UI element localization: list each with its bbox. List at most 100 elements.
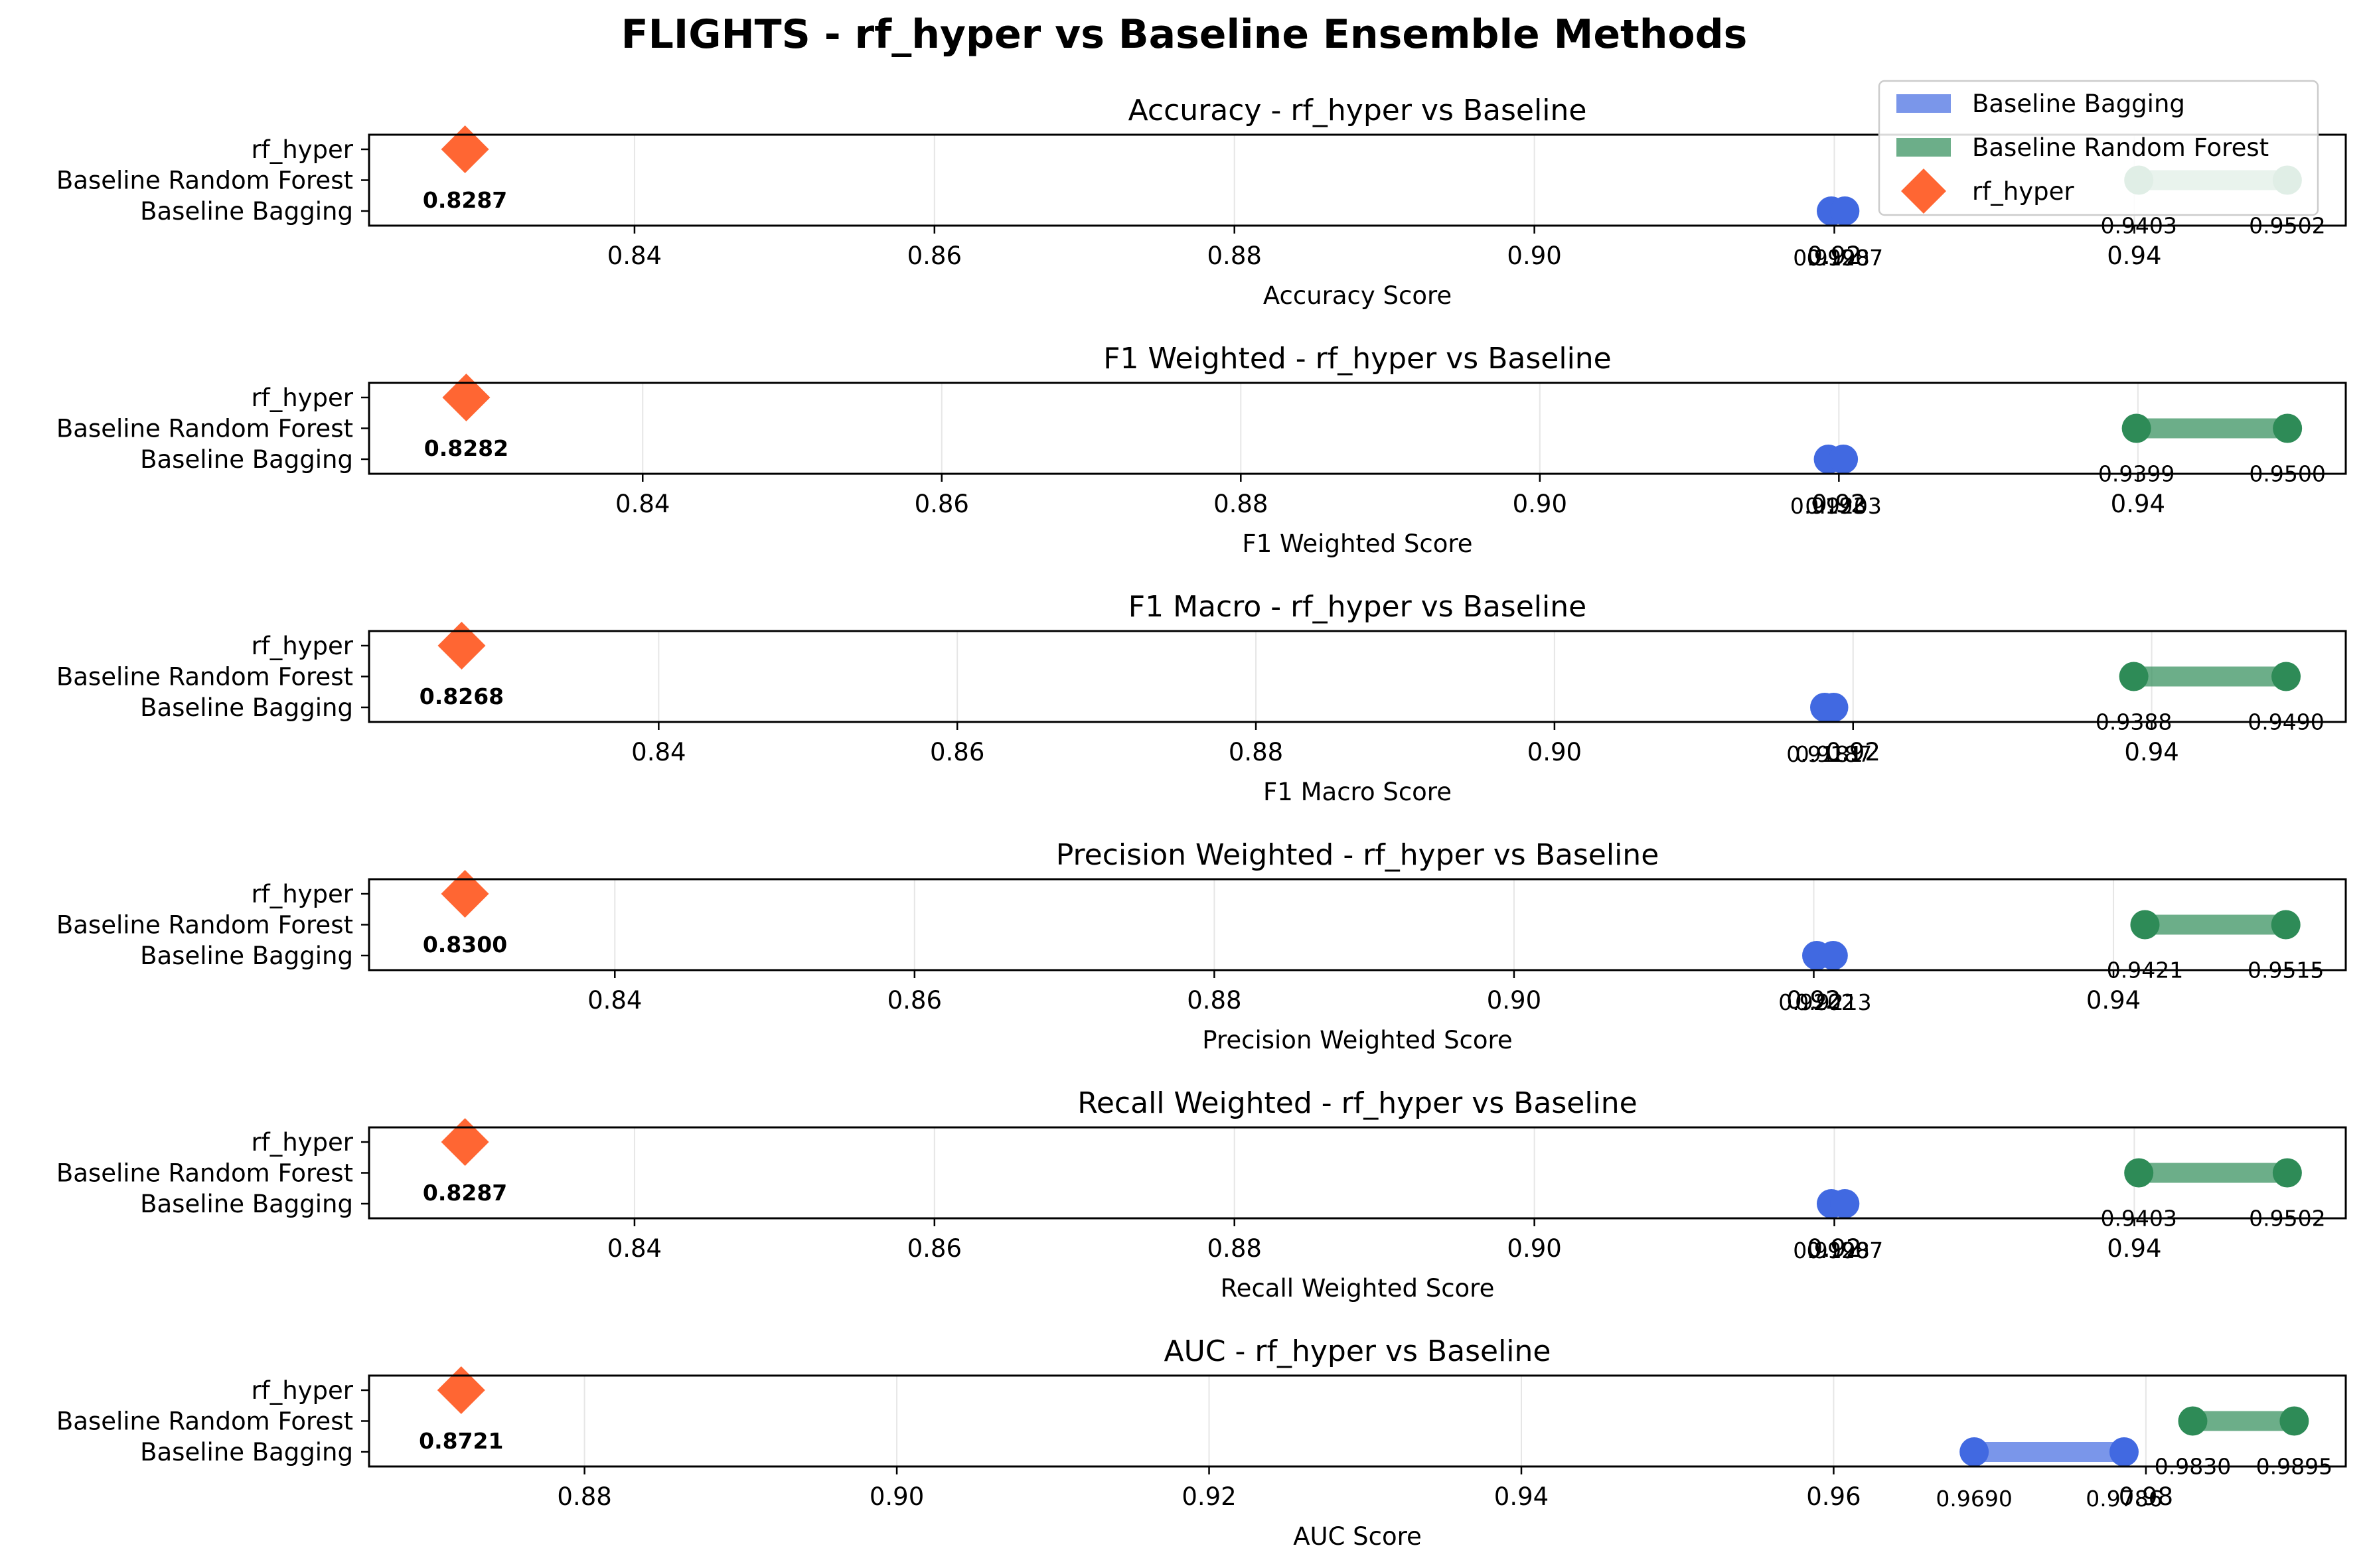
data-label: 0.9181: [1786, 741, 1863, 767]
x-tick-label: 0.86: [930, 738, 984, 766]
x-tick-label: 0.88: [1207, 242, 1262, 270]
subplot-title: F1 Macro - rf_hyper vs Baseline: [1128, 590, 1586, 624]
x-tick-label: 0.90: [1527, 738, 1582, 766]
x-tick-label: 0.86: [887, 986, 942, 1015]
rf-hyper-marker: [441, 125, 489, 173]
legend-label: Baseline Random Forest: [1972, 133, 2269, 162]
x-axis-label: Recall Weighted Score: [1221, 1274, 1495, 1303]
data-label: 0.9786: [2086, 1486, 2162, 1512]
x-tick-label: 0.92: [1826, 738, 1880, 766]
x-tick-label: 0.94: [1494, 1482, 1549, 1511]
legend-box: [1878, 80, 2319, 216]
subplot-title: Precision Weighted - rf_hyper vs Baselin…: [1056, 838, 1659, 872]
y-tick-label: Baseline Random Forest: [56, 1407, 353, 1436]
rf-hyper-label: 0.8300: [423, 932, 507, 958]
y-tick-label: Baseline Random Forest: [56, 415, 353, 443]
x-tick-label: 0.94: [2107, 242, 2161, 270]
x-tick-label: 0.98: [2119, 1482, 2173, 1511]
data-label: 0.9202: [1778, 989, 1855, 1015]
bagging-point: [1819, 693, 1849, 722]
y-tick-label: Baseline Random Forest: [56, 911, 353, 940]
x-tick-label: 0.94: [2124, 738, 2178, 766]
data-label: 0.9213: [1795, 989, 1871, 1015]
subplot-title: Accuracy - rf_hyper vs Baseline: [1128, 94, 1587, 127]
subplots: Accuracy - rf_hyper vs Baseline0.91980.9…: [56, 94, 2347, 1551]
x-tick-label: 0.90: [1513, 490, 1567, 518]
x-axis-label: Accuracy Score: [1263, 281, 1452, 310]
y-tick-label: rf_hyper: [251, 1128, 353, 1157]
bagging-point: [1829, 445, 1859, 474]
data-label: 0.9207: [1807, 1238, 1883, 1263]
subplot-2: F1 Weighted - rf_hyper vs Baseline 0.9193…: [56, 342, 2347, 558]
legend: Baseline Bagging Baseline Random Forest rf…: [1878, 80, 2319, 216]
bagging-point: [2109, 1437, 2139, 1466]
rf-hyper-marker: [442, 374, 491, 421]
random-forest-point: [2279, 1406, 2309, 1436]
y-tick-label: Baseline Bagging: [140, 445, 353, 474]
rf-hyper-label: 0.8287: [423, 1180, 507, 1206]
x-tick-label: 0.86: [907, 242, 962, 270]
x-axis-label: Precision Weighted Score: [1202, 1026, 1512, 1054]
data-label: 0.9198: [1793, 1238, 1869, 1263]
random-forest-point: [2271, 662, 2301, 691]
x-tick-label: 0.86: [907, 1234, 962, 1263]
y-tick-label: rf_hyper: [251, 632, 353, 660]
x-tick-label: 0.92: [1786, 986, 1841, 1015]
x-tick-label: 0.92: [1182, 1482, 1236, 1511]
x-tick-label: 0.96: [1806, 1482, 1861, 1511]
x-axis-label: F1 Weighted Score: [1242, 530, 1472, 558]
bagging-point: [1959, 1437, 1989, 1466]
x-tick-label: 0.90: [1507, 1234, 1561, 1263]
rf-hyper-marker: [441, 1118, 489, 1166]
data-label: 0.9690: [1936, 1486, 2012, 1512]
data-label: 0.9193: [1790, 493, 1867, 519]
y-tick-label: Baseline Random Forest: [56, 1159, 353, 1188]
y-tick-label: Baseline Random Forest: [56, 663, 353, 691]
x-axis-label: AUC Score: [1293, 1522, 1422, 1551]
rf-hyper-label: 0.8268: [420, 683, 504, 709]
subplot-4: Precision Weighted - rf_hyper vs Baselin…: [56, 838, 2347, 1054]
x-tick-label: 0.88: [557, 1482, 611, 1511]
rf-hyper-label: 0.8282: [424, 435, 508, 461]
x-tick-label: 0.88: [1229, 738, 1283, 766]
bagging-point: [1830, 1189, 1860, 1218]
x-tick-label: 0.88: [1187, 986, 1241, 1015]
rf-hyper-label: 0.8287: [423, 187, 507, 213]
x-tick-label: 0.90: [870, 1482, 924, 1511]
data-label: 0.9187: [1796, 741, 1872, 767]
x-tick-label: 0.94: [2107, 1234, 2161, 1263]
legend-rf-hyper-marker: [1901, 169, 1946, 214]
x-tick-label: 0.88: [1207, 1234, 1262, 1263]
x-tick-label: 0.84: [587, 986, 642, 1015]
random-forest-point: [2124, 1158, 2154, 1188]
y-tick-label: Baseline Bagging: [140, 1438, 353, 1466]
subplot-title: AUC - rf_hyper vs Baseline: [1164, 1334, 1551, 1368]
y-tick-label: Baseline Random Forest: [56, 167, 353, 195]
x-tick-label: 0.92: [1807, 242, 1861, 270]
y-tick-label: Baseline Bagging: [140, 942, 353, 970]
x-axis-label: F1 Macro Score: [1263, 778, 1452, 806]
x-tick-label: 0.94: [2111, 490, 2165, 518]
subplot-title: F1 Weighted - rf_hyper vs Baseline: [1103, 342, 1612, 376]
random-forest-point: [2271, 910, 2301, 940]
random-forest-point: [2273, 413, 2303, 443]
x-tick-label: 0.92: [1811, 490, 1866, 518]
x-tick-label: 0.90: [1487, 986, 1541, 1015]
bagging-point: [1818, 941, 1848, 970]
y-tick-label: Baseline Bagging: [140, 693, 353, 722]
y-tick-label: rf_hyper: [251, 1376, 353, 1405]
x-tick-label: 0.92: [1807, 1234, 1861, 1263]
bagging-point: [1830, 196, 1860, 226]
legend-label: rf_hyper: [1972, 177, 2074, 206]
rf-hyper-marker: [437, 1366, 485, 1414]
x-tick-label: 0.94: [2086, 986, 2141, 1015]
subplot-3: F1 Macro - rf_hyper vs Baseline0.91810.9…: [56, 590, 2347, 806]
y-tick-label: rf_hyper: [251, 135, 353, 164]
subplot-title: Recall Weighted - rf_hyper vs Baseline: [1077, 1086, 1637, 1120]
data-label: 0.9203: [1805, 493, 1881, 519]
y-tick-label: rf_hyper: [251, 880, 353, 908]
x-tick-label: 0.84: [607, 1234, 662, 1263]
x-tick-label: 0.84: [631, 738, 686, 766]
